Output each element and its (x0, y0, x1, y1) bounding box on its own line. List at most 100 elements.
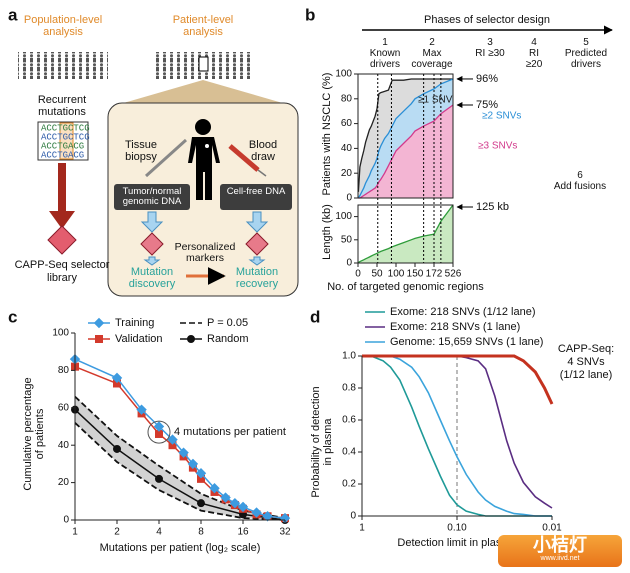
x-tick-label: 2 (114, 527, 120, 538)
length-line (358, 204, 454, 264)
series-line-lower (74, 422, 286, 521)
y-tick-label: 80 (341, 93, 353, 104)
circle-marker (113, 444, 121, 453)
y-tick-label: 20 (58, 477, 70, 488)
diamond-marker (136, 404, 147, 415)
recovery-label: Mutation recovery (235, 266, 279, 290)
sequence: ACCTGCTCG (41, 123, 90, 133)
y-tick-label: 0.6 (342, 415, 356, 426)
legend-label: Exome: 218 SNVs (1 lane) (390, 321, 520, 333)
y-axis-label: Length (kb) (321, 204, 333, 260)
annotation-label: 96% (476, 73, 498, 85)
dna-box (220, 184, 292, 210)
legend-label: Genome: 15,659 SNVs (1 lane) (390, 336, 543, 348)
x-tick-label: 8 (198, 527, 204, 538)
watermark-url: www.iivd.net (540, 555, 580, 562)
patient-body (188, 137, 220, 200)
selector-label: CAPP-Seq selector library (14, 259, 110, 284)
sequence: ACCTGACG (41, 150, 84, 160)
series-line (74, 409, 286, 521)
y-axis-label: Patients with NSCLC (%) (321, 72, 333, 196)
y-tick-label: 0.8 (342, 383, 356, 394)
big-arrow (49, 163, 75, 229)
down-arrow (140, 211, 164, 233)
annotation-label: 125 kb (476, 201, 509, 213)
y-tick-label: 0.2 (342, 479, 356, 490)
x-tick-label: 50 (371, 269, 383, 280)
circle-marker (197, 499, 205, 508)
tissue-label: Tissue biopsy (125, 139, 157, 163)
inset-frame (357, 204, 454, 264)
markers-label: Personalized markers (174, 241, 236, 264)
mutation-highlight (59, 122, 74, 160)
y-tick-label: 0.4 (342, 447, 356, 458)
legend-label: Validation (115, 333, 163, 345)
x-axis-label: No. of targeted genomic regions (327, 281, 484, 293)
y-tick-label: 50 (341, 234, 353, 245)
phase-number: 2 (429, 37, 435, 48)
phase-label: Max coverage (411, 48, 453, 70)
sequence: ACCTGCTCG (41, 132, 90, 142)
series-line (362, 354, 554, 405)
x-tick-label: 1 (359, 523, 365, 534)
y-tick-label: 100 (52, 328, 69, 339)
tumor-dna-label: Tumor/normal genomic DNA (122, 186, 182, 207)
y-tick-label: 0 (346, 193, 352, 204)
x-tick-label: 0.10 (447, 523, 467, 534)
x-tick-label: 0 (355, 269, 361, 280)
series-label: ≥2 SNVs (482, 111, 521, 122)
series-line (358, 104, 454, 199)
area-fill (358, 105, 453, 198)
x-tick-label: 526 (445, 269, 462, 280)
legend-label: Training (115, 317, 154, 329)
x-tick-label: 150 (407, 269, 424, 280)
panel-letter: a (8, 5, 18, 24)
legend-label: Exome: 218 SNVs (1/12 lane) (390, 306, 536, 318)
diamond-marker (220, 492, 231, 503)
diamond-marker (167, 434, 178, 445)
phase-label: Add fusions (553, 181, 607, 192)
diamond-marker (153, 421, 165, 432)
y-tick-label: 0 (346, 258, 352, 269)
x-tick-label: 1 (72, 527, 78, 538)
y-tick-label: 100 (335, 69, 352, 80)
x-tick-label: 0.01 (542, 523, 562, 534)
diamond-marker (209, 483, 220, 494)
tumor-spot (205, 144, 209, 148)
y-tick-label: 0 (63, 515, 69, 526)
y-tick-label: 60 (341, 118, 353, 129)
legend-marker (93, 317, 105, 329)
legend-marker (95, 335, 103, 343)
selector-diamond (47, 225, 77, 255)
phase-label: Known drivers (369, 48, 401, 70)
x-axis-label: Detection limit in plasma (397, 537, 517, 549)
discovery-label: Mutation discovery (128, 266, 176, 290)
y-axis-label: Probability of detection in plasma (310, 386, 334, 498)
diamond-marker (229, 497, 241, 509)
series-line (357, 78, 453, 192)
phase-label: Predicted drivers (564, 48, 608, 70)
series-label: ≥1 SNV (418, 95, 453, 106)
population-crowd (18, 52, 108, 79)
y-tick-label: 20 (341, 168, 353, 179)
phase-number: 4 (531, 37, 537, 48)
annotation-label: 75% (476, 99, 498, 111)
y-tick-label: 60 (58, 402, 70, 413)
panel-letter: c (8, 307, 17, 326)
annotation-circle (147, 420, 171, 444)
y-axis-label: Cumulative percentage of patients (22, 377, 46, 491)
watermark: 小桔灯 www.iivd.net (498, 535, 622, 567)
phase-number: 1 (382, 37, 388, 48)
y-tick-label: 80 (58, 365, 70, 376)
blood-label: Blood draw (248, 139, 278, 163)
marker-diamond (245, 232, 269, 256)
legend-label: P = 0.05 (207, 317, 248, 329)
y-tick-label: 0 (350, 511, 356, 522)
panel-letter: b (305, 5, 315, 24)
population-title: Population-level analysis (23, 14, 103, 38)
diamond-marker (262, 511, 273, 522)
series-line (357, 78, 454, 199)
area-fill (358, 205, 453, 263)
x-tick-label: 16 (237, 527, 249, 538)
